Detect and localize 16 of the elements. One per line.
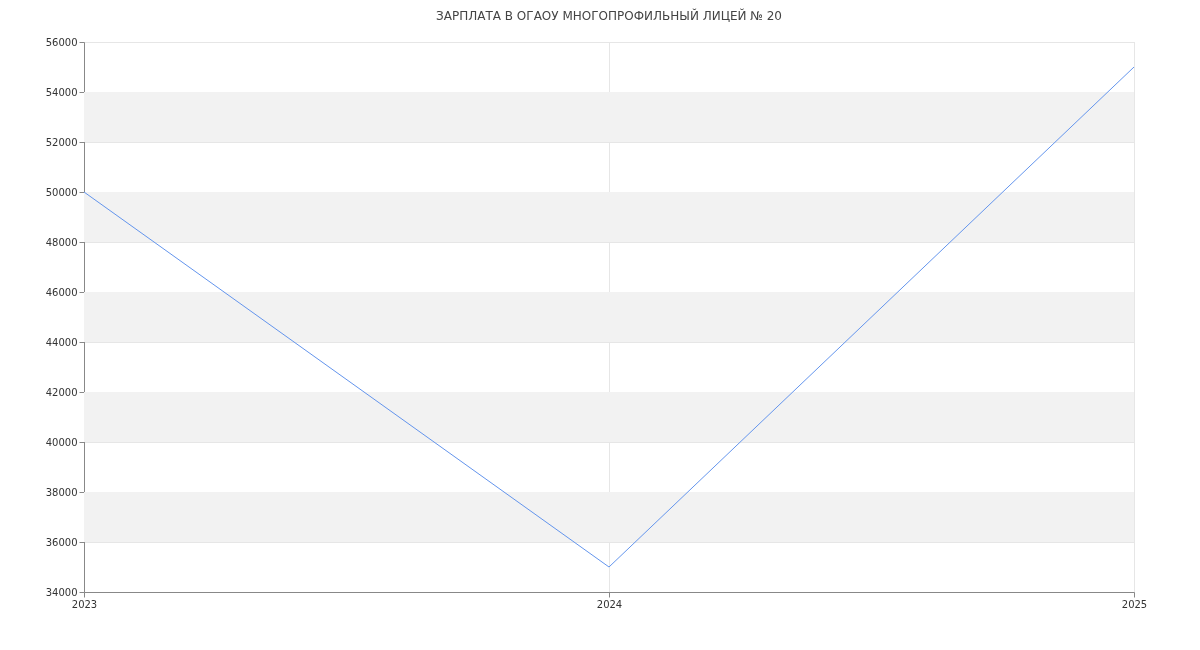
x-tick-label: 2025 — [1121, 598, 1148, 610]
y-tick-label: 42000 — [45, 386, 78, 398]
y-tick-label: 44000 — [45, 336, 78, 348]
x-tick-label: 2024 — [596, 598, 623, 610]
y-tick-label: 36000 — [45, 536, 78, 548]
y-tick-label: 40000 — [45, 436, 78, 448]
chart-title: ЗАРПЛАТА В ОГАОУ МНОГОПРОФИЛЬНЫЙ ЛИЦЕЙ № 20 — [436, 8, 782, 23]
x-tick-label: 2023 — [71, 598, 98, 610]
y-tick-label: 46000 — [45, 286, 78, 298]
y-tick-label: 34000 — [45, 586, 78, 598]
y-tick-label: 48000 — [45, 236, 78, 248]
y-tick-label: 52000 — [45, 136, 78, 148]
y-tick-label: 56000 — [45, 36, 78, 48]
y-tick-label: 50000 — [45, 186, 78, 198]
y-tick-label: 38000 — [45, 486, 78, 498]
y-tick-label: 54000 — [45, 86, 78, 98]
